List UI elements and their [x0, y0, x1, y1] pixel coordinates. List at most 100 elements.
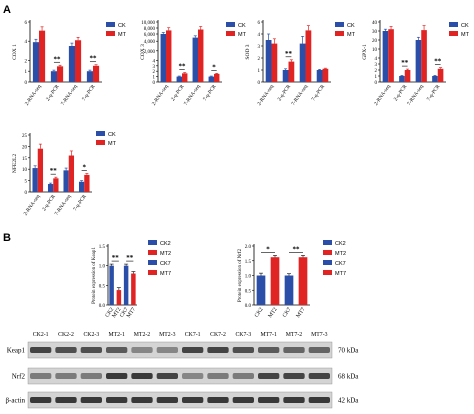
- y-tick-label: 0.0: [245, 304, 252, 309]
- lane-label: CK2-2: [58, 332, 74, 338]
- x-tick-label: 2-q-PCR: [170, 83, 186, 102]
- lane-label: MT7-3: [311, 332, 328, 338]
- x-tick-label: CK2: [104, 307, 115, 319]
- y-tick-label: 6: [25, 21, 28, 26]
- bar-mt: [75, 40, 82, 82]
- legend-label: MT: [461, 32, 470, 38]
- y-tick-label: 0.0: [99, 304, 106, 309]
- x-tick-label: 7-q-PCR: [81, 83, 97, 102]
- protein-band: [232, 373, 254, 379]
- bar-mt: [166, 30, 172, 82]
- protein-band: [258, 397, 280, 403]
- significance-marker: **: [50, 167, 58, 175]
- protein-band: [207, 397, 229, 403]
- x-tick-label: 7-q-PCR: [202, 83, 218, 102]
- y-tick-label: 10: [22, 168, 28, 173]
- lane-label: CK2-3: [83, 332, 99, 338]
- bar-mt: [271, 43, 278, 82]
- y-tick-label: 4,000: [144, 40, 156, 45]
- bar-ck: [32, 168, 38, 192]
- bar-ck: [299, 43, 306, 82]
- legend-label: MT: [238, 32, 247, 38]
- significance-marker: **: [434, 58, 442, 66]
- y-tick-label: 1: [258, 69, 261, 74]
- bar-mt7: [298, 257, 308, 305]
- protein-band: [55, 373, 77, 379]
- legend-swatch: [226, 22, 235, 27]
- y-tick-label: 4: [153, 59, 156, 64]
- legend-label: MT: [347, 32, 356, 38]
- y-tick-label: 40: [372, 21, 378, 26]
- legend-swatch: [449, 22, 458, 27]
- chart-nfe2l2: 0 5 10 15 20 25 NFE2L2 2-RNA-seq 2-q-PCR7-RNA-se…: [12, 131, 117, 217]
- y-tick-label: 0: [25, 81, 28, 86]
- bar-ck: [399, 76, 405, 82]
- y-tick-label: 0.5: [99, 284, 106, 289]
- x-tick-label: CK2: [254, 307, 265, 319]
- y-tick-label: 0: [258, 81, 261, 86]
- y-tick-label: 2: [153, 70, 156, 75]
- protein-band: [55, 397, 77, 403]
- x-tick-label: 2-q-PCR: [45, 83, 61, 102]
- y-tick-label: 4: [25, 40, 28, 45]
- x-tick-label: 7-RNA-seq: [183, 83, 202, 106]
- protein-band: [156, 347, 178, 353]
- legend-label: CK: [461, 23, 469, 29]
- legend-label: MT: [108, 141, 117, 147]
- legend-label: MT2: [160, 251, 171, 257]
- bar-ck: [208, 76, 214, 82]
- y-axis-label: SOD 3: [245, 44, 251, 59]
- legend-swatch: [449, 31, 458, 36]
- legend-label: CK2: [160, 241, 171, 247]
- x-tick-label: 2-RNA-seq: [24, 83, 43, 106]
- y-tick-label: 10: [372, 48, 378, 53]
- lane-label: MT2-1: [108, 332, 125, 338]
- x-tick-label: MT7: [295, 307, 306, 320]
- x-tick-label: CK7: [119, 307, 130, 319]
- bar-mt: [57, 66, 64, 82]
- y-tick-label: 4: [258, 33, 261, 38]
- x-tick-label: 2-q-PCR: [41, 193, 57, 212]
- x-tick-label: 2-RNA-seq: [257, 83, 276, 106]
- y-tick-label: 15: [22, 157, 28, 162]
- protein-band: [156, 397, 178, 403]
- protein-band: [283, 373, 305, 379]
- legend-swatch: [148, 250, 157, 255]
- bar-ck: [192, 37, 198, 82]
- bar-mt: [288, 61, 295, 82]
- bar-ck7: [123, 265, 129, 305]
- legend-label: CK7: [335, 261, 346, 267]
- y-tick-label: 0: [153, 81, 156, 86]
- legend-swatch: [335, 22, 344, 27]
- bar-mt: [182, 73, 188, 82]
- bar-mt: [305, 30, 312, 82]
- legend-swatch: [148, 240, 157, 245]
- protein-band: [80, 397, 102, 403]
- x-tick-label: 7-RNA-seq: [54, 193, 73, 216]
- y-axis-label: NFE2L2: [12, 154, 18, 174]
- y-tick-label: 0: [375, 81, 378, 86]
- bar-ck: [160, 34, 166, 82]
- legend-swatch: [96, 140, 105, 145]
- y-axis-label: Protein expression of Nrf2: [238, 248, 243, 302]
- x-tick-label: 2-q-PCR: [277, 83, 293, 102]
- y-tick-label: 25: [22, 134, 28, 139]
- panel-label-a: A: [3, 4, 11, 16]
- protein-band: [308, 347, 330, 353]
- y-tick-label: 8,000: [144, 27, 156, 32]
- legend-swatch: [323, 240, 332, 245]
- significance-marker: **: [112, 254, 120, 262]
- y-tick-label: 3: [258, 45, 261, 50]
- significance-marker: **: [401, 59, 409, 67]
- blot-size-label: 68 kDa: [338, 373, 359, 381]
- blot-membrane: [27, 367, 333, 385]
- y-tick-label: 2,000: [144, 50, 156, 55]
- blot-row-label: Nrf2: [12, 373, 26, 381]
- y-tick-label: 6,000: [144, 33, 156, 38]
- bar-ck: [432, 76, 438, 82]
- y-tick-label: 1.5: [99, 245, 106, 250]
